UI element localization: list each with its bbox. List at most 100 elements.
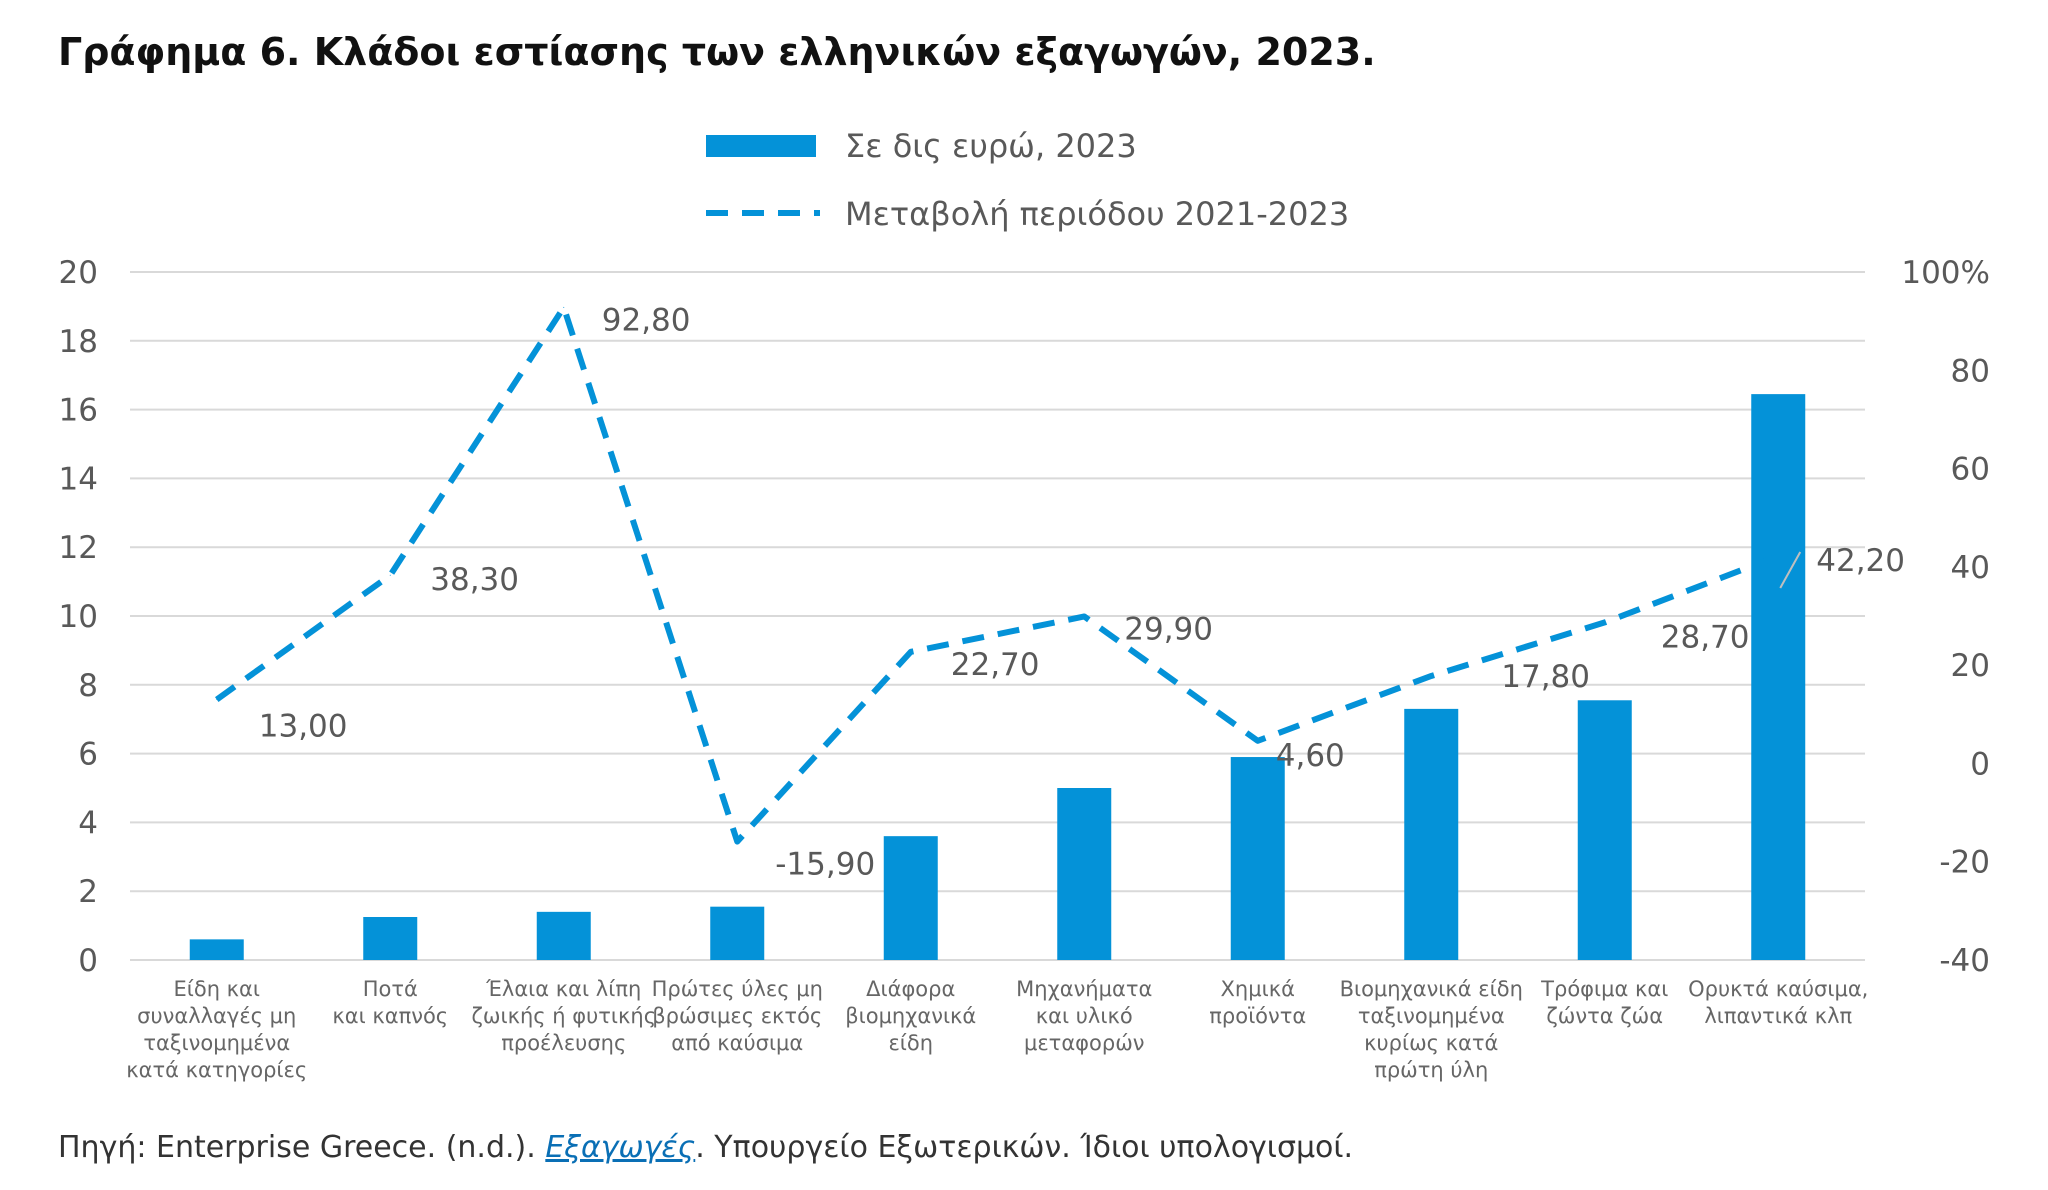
category-label-line: Είδη και	[173, 977, 260, 1001]
line-point	[1777, 555, 1779, 557]
left-axis-tick-label: 2	[78, 874, 98, 910]
legend-bar-swatch	[706, 135, 816, 157]
left-axis-tick-label: 14	[59, 461, 98, 497]
left-axis-tick-label: 10	[59, 599, 98, 635]
category-labels: Είδη και συναλλαγές μη ταξινομημένα κατά κα…	[126, 977, 1868, 1082]
category-label: Ποτά και καπνός	[332, 977, 448, 1028]
category-label-line: ταξινομημένα	[143, 1031, 290, 1055]
bar	[710, 906, 765, 960]
line-point	[1083, 615, 1085, 617]
line-series	[215, 304, 1780, 845]
line-data-labels: 13,00 38,30 92,80 -15,90 22,70 29,90 4,60 17,80…	[259, 302, 1905, 882]
category-label-line: Ορυκτά καύσιμα,	[1688, 977, 1868, 1001]
right-axis-tick-label: 80	[1951, 353, 1990, 389]
source-suffix: . Υπουργείο Εξωτερικών. Ίδιοι υπολογισμο…	[695, 1130, 1354, 1165]
category-label-line: Μηχανήματα	[1016, 977, 1152, 1001]
line-point	[216, 699, 218, 701]
category-label-line: κυρίως κατά	[1364, 1031, 1498, 1055]
category-label-line: και υλικό	[1036, 1004, 1133, 1028]
bar	[189, 939, 244, 960]
line-data-label: 17,80	[1501, 659, 1590, 695]
legend-bar-label: Σε δις ευρώ, 2023	[845, 127, 1137, 165]
left-axis-tick-label: 16	[59, 393, 98, 429]
left-axis-tick-label: 6	[78, 737, 98, 773]
source-note: Πηγή: Enterprise Greece. (n.d.). Εξαγωγέ…	[58, 1130, 1353, 1165]
category-label-line: και καπνός	[332, 1004, 448, 1028]
category-label-line: λιπαντικά κλπ	[1704, 1004, 1852, 1028]
category-label-line: ταξινομημένα	[1358, 1004, 1505, 1028]
right-axis-tick-label: 20	[1951, 648, 1990, 684]
left-axis-ticks: 0 2 4 6 8 10 12 14 16 18 20	[59, 255, 98, 979]
line-data-label: 22,70	[951, 647, 1040, 683]
line-data-label: 92,80	[602, 302, 691, 338]
bar	[1230, 757, 1285, 960]
right-axis-tick-label: 40	[1951, 550, 1990, 586]
category-label-line: πρώτη ύλη	[1374, 1058, 1488, 1082]
source-link[interactable]: Εξαγωγές	[545, 1130, 696, 1165]
bar	[1057, 788, 1112, 960]
right-axis-tick-label: 60	[1951, 452, 1990, 488]
category-label-line: προϊόντα	[1209, 1004, 1306, 1028]
category-label: Χημικά προϊόντα	[1209, 977, 1306, 1028]
category-label-line: Χημικά	[1221, 977, 1295, 1001]
category-label-line: μεταφορών	[1024, 1031, 1145, 1055]
category-label-line: από καύσιμα	[671, 1031, 803, 1055]
left-axis-tick-label: 18	[59, 324, 98, 360]
category-label-line: Τρόφιμα και	[1540, 977, 1668, 1001]
right-axis-tick-label: 0	[1970, 746, 1990, 782]
category-label-line: Βιομηχανικά είδη	[1340, 977, 1523, 1001]
line-point	[1604, 621, 1606, 623]
line-path	[215, 304, 1780, 845]
line-point	[736, 841, 738, 843]
line-data-label: 13,00	[259, 709, 348, 745]
category-label-line: Πρώτες ύλες μη	[652, 977, 823, 1001]
bar	[1751, 394, 1806, 960]
category-label-line: Έλαια και λίπη	[485, 977, 641, 1001]
category-label-line: βιομηχανικά	[845, 1004, 976, 1028]
legend: Σε δις ευρώ, 2023 Μεταβολή περιόδου 2021…	[706, 127, 1349, 233]
left-axis-tick-label: 0	[78, 943, 98, 979]
line-point	[910, 651, 912, 653]
line-point	[1430, 675, 1432, 677]
category-label-line: ζωικής ή φυτικής	[471, 1004, 656, 1028]
category-label: Διάφορα βιομηχανικά είδη	[845, 977, 976, 1055]
category-label-line: ζώντα ζώα	[1546, 1004, 1663, 1028]
chart-title: Γράφημα 6. Κλάδοι εστίασης των ελληνικών…	[58, 30, 1376, 74]
bar	[1404, 708, 1459, 960]
gridlines	[130, 271, 1865, 961]
category-label: Πρώτες ύλες μη βρώσιμες εκτός από καύσιμα	[652, 977, 823, 1055]
legend-line-label: Μεταβολή περιόδου 2021-2023	[845, 195, 1349, 233]
line-data-label: 42,20	[1816, 543, 1905, 579]
line-point	[1257, 740, 1259, 742]
line-data-label: 29,90	[1124, 611, 1213, 647]
category-label-line: Ποτά	[363, 977, 418, 1001]
line-data-label: -15,90	[775, 847, 875, 883]
right-axis-ticks: -40 -20 0 20 40 60 80 100%	[1901, 255, 1990, 979]
category-label-line: βρώσιμες εκτός	[652, 1004, 822, 1028]
left-axis-tick-label: 12	[59, 530, 98, 566]
left-axis-tick-label: 4	[78, 805, 98, 841]
category-label: Ορυκτά καύσιμα, λιπαντικά κλπ	[1688, 977, 1868, 1028]
line-data-label: 4,60	[1276, 738, 1345, 774]
category-label-line: συναλλαγές μη	[137, 1004, 296, 1028]
label-leader-line	[1779, 551, 1802, 589]
bar	[883, 836, 938, 960]
bar	[1577, 700, 1632, 960]
bar	[536, 911, 591, 960]
line-data-label: 38,30	[430, 562, 519, 598]
right-axis-tick-label: -20	[1939, 845, 1990, 881]
category-label-line: προέλευσης	[501, 1031, 626, 1055]
source-prefix: Πηγή: Enterprise Greece. (n.d.).	[58, 1130, 546, 1165]
category-label: Έλαια και λίπη ζωικής ή φυτικής προέλευσης	[471, 977, 656, 1055]
right-axis-tick-label: 100%	[1901, 255, 1990, 291]
left-axis-tick-label: 8	[78, 668, 98, 704]
line-point	[389, 574, 391, 576]
category-label: Τρόφιμα και ζώντα ζώα	[1540, 977, 1668, 1028]
line-point	[563, 306, 565, 308]
right-axis-tick-label: -40	[1939, 943, 1990, 979]
category-label: Είδη και συναλλαγές μη ταξινομημένα κατά κα…	[126, 977, 307, 1082]
bar	[363, 917, 418, 960]
category-label-line: Διάφορα	[866, 977, 955, 1001]
category-label-line: είδη	[888, 1031, 933, 1055]
